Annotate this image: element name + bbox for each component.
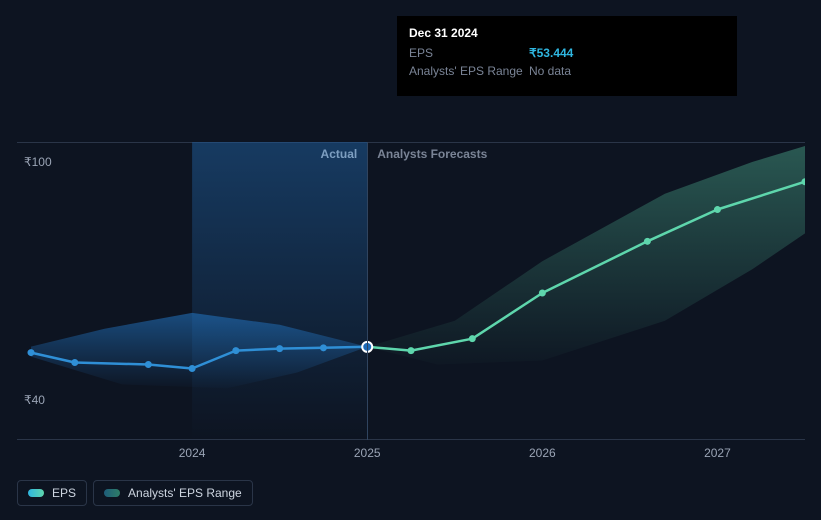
tooltip-row-value: ₹53.444 (529, 44, 573, 62)
x-axis-label: 2024 (179, 446, 206, 460)
tooltip-row-label: EPS (409, 44, 529, 62)
hover-tooltip: Dec 31 2024 EPS₹53.444Analysts' EPS Rang… (397, 16, 737, 96)
legend: EPS Analysts' EPS Range (17, 480, 253, 506)
legend-label: Analysts' EPS Range (128, 486, 242, 500)
hover-line (367, 142, 368, 440)
tooltip-date: Dec 31 2024 (409, 24, 725, 42)
eps-chart: Dec 31 2024 EPS₹53.444Analysts' EPS Rang… (17, 0, 805, 440)
legend-item-eps[interactable]: EPS (17, 480, 87, 506)
x-axis-label: 2025 (354, 446, 381, 460)
legend-swatch-eps (28, 489, 44, 497)
plot-area[interactable] (17, 142, 805, 440)
tooltip-row-label: Analysts' EPS Range (409, 62, 529, 80)
x-axis-label: 2027 (704, 446, 731, 460)
tooltip-row-value: No data (529, 62, 571, 80)
legend-label: EPS (52, 486, 76, 500)
x-axis-label: 2026 (529, 446, 556, 460)
legend-item-range[interactable]: Analysts' EPS Range (93, 480, 253, 506)
legend-swatch-range (104, 489, 120, 497)
